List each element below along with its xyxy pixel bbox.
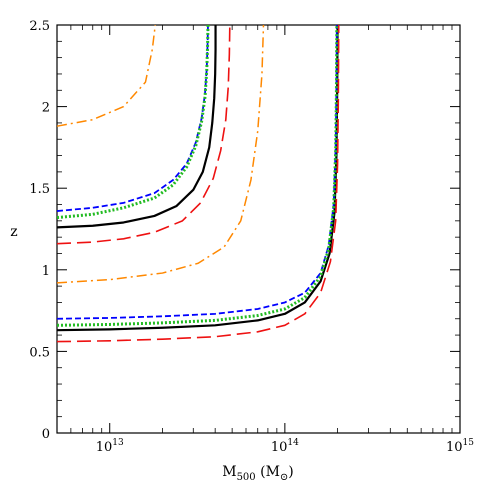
x-tick-label-base: 10: [271, 440, 288, 455]
y-tick-label: 1: [42, 264, 50, 279]
series-line-9-longdash: [56, 24, 340, 343]
x-tick-label-exp: 14: [287, 438, 299, 448]
y-tick-label: 2: [42, 101, 50, 116]
series-line-6-solid: [56, 24, 339, 332]
series-line-4-dashdot: [56, 24, 157, 127]
x-tick-label: 1014: [271, 438, 299, 455]
series-line-1-dashed: [56, 24, 209, 212]
y-axis-label: z: [10, 224, 17, 240]
series-line-3-longdash: [56, 24, 231, 245]
x-axis-label-main: M: [222, 464, 236, 480]
x-axis-label-unit-open: (M: [256, 464, 280, 480]
series-line-8-dotted: [56, 24, 339, 327]
x-tick-label-base: 10: [96, 440, 113, 455]
y-tick-label: 0.5: [29, 345, 50, 360]
y-tick-labels: 0 0.5 1 1.5 2 2.5: [29, 19, 50, 442]
series-line-2-dotted: [56, 24, 210, 220]
x-tick-label-exp: 13: [112, 438, 124, 448]
y-tick-label: 1.5: [29, 182, 50, 197]
series-layer: [56, 24, 340, 343]
x-tick-label: 1015: [446, 438, 474, 455]
x-axis-label-unit-close: ): [288, 464, 293, 480]
x-axis-label-sub: 500: [237, 472, 256, 483]
series-line-0-solid: [56, 25, 217, 229]
x-axis-label-unit-sub: ⊙: [280, 472, 288, 483]
x-tick-labels: 1013 1014 1015: [96, 438, 475, 455]
minor-ticks: [57, 25, 460, 433]
series-line-5-dashdot: [56, 24, 265, 284]
series-line-7-dashed: [56, 24, 338, 320]
x-tick-label: 1013: [96, 438, 124, 455]
plot-frame: [56, 24, 461, 434]
y-tick-label: 2.5: [29, 19, 50, 34]
major-ticks: [57, 24, 461, 434]
y-tick-label: 0: [42, 427, 50, 442]
x-tick-label-base: 10: [446, 440, 463, 455]
x-tick-label-exp: 15: [463, 438, 475, 448]
x-axis-label: M500 (M⊙): [222, 464, 294, 483]
